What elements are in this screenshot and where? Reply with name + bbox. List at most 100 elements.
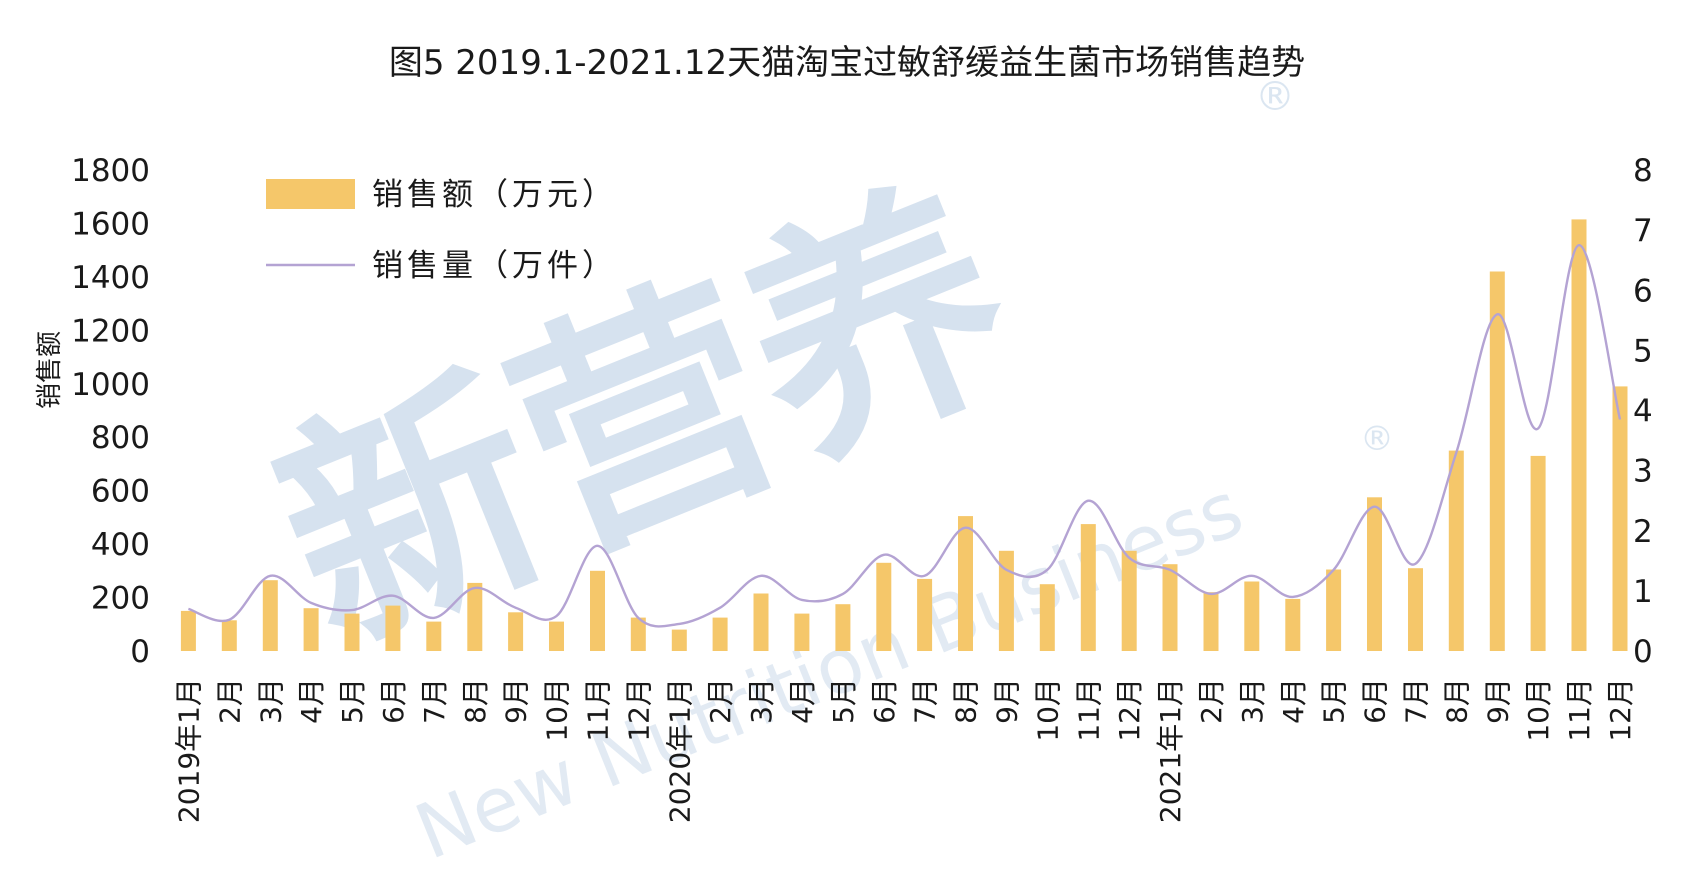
x-tick-label: 2月 [1195,678,1228,724]
bar [1039,584,1055,651]
x-tick-label: 6月 [1359,678,1392,724]
watermark-registered-mark: ® [1255,74,1295,120]
line-series [187,243,1622,628]
bar [630,617,646,651]
x-tick-label: 2019年1月 [172,678,205,823]
y-axis-left: 0 200 400 600 800 1000 1200 1400 1600 1800 [71,153,150,670]
bar [1367,497,1382,651]
y-tick-label-left: 0 [130,634,150,670]
x-tick-label: 10月 [541,678,574,742]
bar [1326,569,1342,651]
x-tick-label: 10月 [1522,678,1555,742]
x-tick-label: 3月 [745,678,778,724]
y-tick-label-left: 1400 [71,260,150,296]
x-tick-label: 2月 [213,678,246,724]
bar [876,562,892,651]
x-axis: 2019年1月 2月 3月 4月 5月 6月 7月 8月 9月 10月 11月 12月 2020年1月 2… [172,678,1637,823]
x-tick-label: 4月 [786,678,819,724]
bar [1612,386,1628,651]
x-tick-label: 3月 [254,678,287,724]
bar [549,621,564,651]
y-tick-label-left: 1800 [71,153,150,189]
y-tick-label-left: 1600 [71,206,150,242]
y-tick-label-right: 3 [1633,454,1653,490]
x-tick-label: 8月 [950,678,983,724]
bar [1489,271,1505,651]
bar-series [180,219,1628,651]
bar [262,580,278,651]
bar [385,605,401,651]
bar [917,578,933,651]
chart-title: 图5 2019.1-2021.12天猫淘宝过敏舒缓益生菌市场销售趋势 [389,43,1305,83]
bar [1080,524,1096,651]
x-tick-label: 4月 [1277,678,1310,724]
x-tick-label: 7月 [909,678,942,724]
bar [180,610,196,651]
y-tick-label-left: 400 [91,527,150,563]
y-tick-label-right: 4 [1633,394,1653,430]
x-tick-label: 2021年1月 [1154,678,1187,823]
x-tick-label: 12月 [1604,678,1637,742]
y-tick-label-right: 8 [1633,153,1653,189]
x-tick-label: 11月 [1072,678,1105,742]
bar [1203,592,1219,651]
bar [426,621,442,651]
x-tick-label: 2020年1月 [663,678,696,823]
legend: 销售额（万元） 销售量（万件） [266,177,617,284]
x-tick-label: 12月 [1113,678,1146,742]
bar [1285,598,1301,651]
sales-volume-line [187,243,1622,628]
x-tick-label: 10月 [1031,678,1064,742]
x-tick-label: 3月 [1236,678,1269,724]
y-tick-label-right: 0 [1633,634,1653,670]
bar [1121,550,1137,651]
bar [671,629,687,651]
y-tick-label-left: 600 [91,474,150,510]
x-tick-label: 6月 [868,678,901,724]
x-tick-label: 5月 [827,678,860,724]
legend-label-sales-amount: 销售额（万元） [372,177,617,213]
y-tick-label-left: 1200 [71,313,150,349]
bar [1571,219,1587,651]
bar [303,608,319,651]
y-axis-label: 销售额 [35,331,65,409]
y-tick-label-left: 1000 [71,367,150,403]
x-tick-label: 9月 [990,678,1023,724]
x-tick-label: 2月 [704,678,737,724]
bar [1448,450,1464,651]
legend-label-sales-volume: 销售量（万件） [372,248,617,284]
x-tick-label: 5月 [336,678,369,724]
x-tick-label: 11月 [1563,678,1596,742]
bar [998,550,1014,651]
watermark-registered-mark-2: ® [1360,419,1394,459]
y-tick-label-left: 200 [91,581,150,617]
bar [221,620,237,651]
x-tick-label: 4月 [295,678,328,724]
legend-swatch-bar [266,179,355,209]
x-tick-label: 7月 [1400,678,1433,724]
x-tick-label: 11月 [582,678,615,742]
x-tick-label: 7月 [418,678,451,724]
bar [344,613,360,651]
y-tick-label-right: 1 [1633,574,1653,610]
bar [508,612,524,651]
y-tick-label-right: 7 [1633,213,1653,249]
x-tick-label: 6月 [377,678,410,724]
bar [712,617,728,651]
x-tick-label: 8月 [1440,678,1473,724]
bar [753,593,769,651]
x-tick-label: 12月 [622,678,655,742]
bar [467,582,483,651]
bar [1408,568,1423,651]
y-tick-label-right: 2 [1633,514,1653,550]
y-tick-label-right: 5 [1633,333,1653,369]
bar [835,604,851,651]
y-tick-label-left: 800 [91,420,150,456]
bar [1244,581,1260,651]
y-axis-right: 0 1 2 3 4 5 6 7 8 [1633,153,1653,670]
bar [590,570,605,651]
bar [794,613,810,651]
bar [958,516,973,651]
